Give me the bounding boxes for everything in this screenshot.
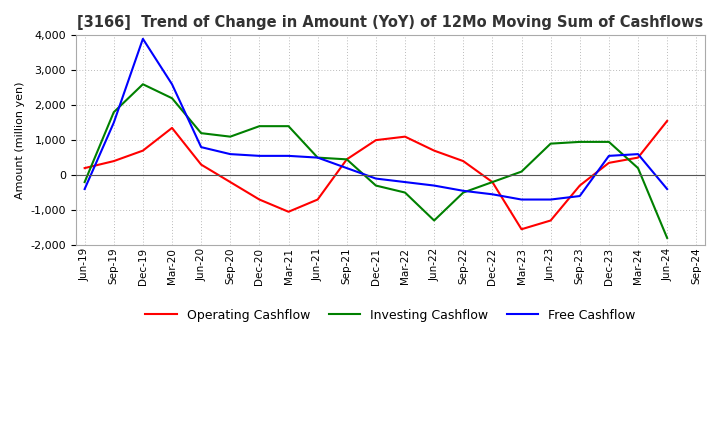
Investing Cashflow — [197, 131, 205, 136]
Free Cashflow — [372, 176, 380, 181]
Investing Cashflow — [81, 180, 89, 185]
Operating Cashflow — [197, 162, 205, 167]
Investing Cashflow — [430, 218, 438, 223]
Free Cashflow — [634, 151, 642, 157]
Free Cashflow — [459, 188, 467, 194]
Operating Cashflow — [313, 197, 322, 202]
Free Cashflow — [343, 165, 351, 171]
Line: Investing Cashflow: Investing Cashflow — [85, 84, 667, 238]
Free Cashflow — [401, 180, 410, 185]
Line: Free Cashflow: Free Cashflow — [85, 39, 667, 199]
Operating Cashflow — [226, 180, 235, 185]
Free Cashflow — [488, 192, 497, 197]
Operating Cashflow — [459, 158, 467, 164]
Investing Cashflow — [488, 180, 497, 185]
Operating Cashflow — [634, 155, 642, 160]
Free Cashflow — [226, 151, 235, 157]
Operating Cashflow — [488, 180, 497, 185]
Free Cashflow — [517, 197, 526, 202]
Free Cashflow — [197, 144, 205, 150]
Operating Cashflow — [430, 148, 438, 153]
Free Cashflow — [168, 81, 176, 87]
Free Cashflow — [313, 155, 322, 160]
Investing Cashflow — [138, 81, 147, 87]
Free Cashflow — [109, 120, 118, 125]
Investing Cashflow — [372, 183, 380, 188]
Operating Cashflow — [401, 134, 410, 139]
Line: Operating Cashflow: Operating Cashflow — [85, 121, 667, 229]
Operating Cashflow — [546, 218, 555, 223]
Free Cashflow — [605, 153, 613, 158]
Investing Cashflow — [343, 157, 351, 162]
Investing Cashflow — [284, 124, 293, 129]
Investing Cashflow — [575, 139, 584, 144]
Investing Cashflow — [663, 235, 672, 241]
Operating Cashflow — [255, 197, 264, 202]
Investing Cashflow — [517, 169, 526, 174]
Free Cashflow — [430, 183, 438, 188]
Free Cashflow — [284, 153, 293, 158]
Investing Cashflow — [459, 190, 467, 195]
Free Cashflow — [255, 153, 264, 158]
Investing Cashflow — [634, 165, 642, 171]
Operating Cashflow — [517, 227, 526, 232]
Investing Cashflow — [226, 134, 235, 139]
Y-axis label: Amount (million yen): Amount (million yen) — [15, 81, 25, 199]
Operating Cashflow — [605, 160, 613, 165]
Operating Cashflow — [372, 138, 380, 143]
Title: [3166]  Trend of Change in Amount (YoY) of 12Mo Moving Sum of Cashflows: [3166] Trend of Change in Amount (YoY) o… — [77, 15, 703, 30]
Operating Cashflow — [109, 158, 118, 164]
Operating Cashflow — [343, 157, 351, 162]
Investing Cashflow — [109, 110, 118, 115]
Investing Cashflow — [313, 155, 322, 160]
Free Cashflow — [546, 197, 555, 202]
Free Cashflow — [81, 187, 89, 192]
Operating Cashflow — [663, 118, 672, 124]
Operating Cashflow — [81, 165, 89, 171]
Legend: Operating Cashflow, Investing Cashflow, Free Cashflow: Operating Cashflow, Investing Cashflow, … — [140, 304, 641, 327]
Investing Cashflow — [605, 139, 613, 144]
Operating Cashflow — [138, 148, 147, 153]
Investing Cashflow — [546, 141, 555, 146]
Free Cashflow — [663, 187, 672, 192]
Operating Cashflow — [168, 125, 176, 131]
Investing Cashflow — [255, 124, 264, 129]
Operating Cashflow — [575, 183, 584, 188]
Free Cashflow — [575, 194, 584, 199]
Investing Cashflow — [401, 190, 410, 195]
Free Cashflow — [138, 36, 147, 41]
Operating Cashflow — [284, 209, 293, 214]
Investing Cashflow — [168, 95, 176, 101]
